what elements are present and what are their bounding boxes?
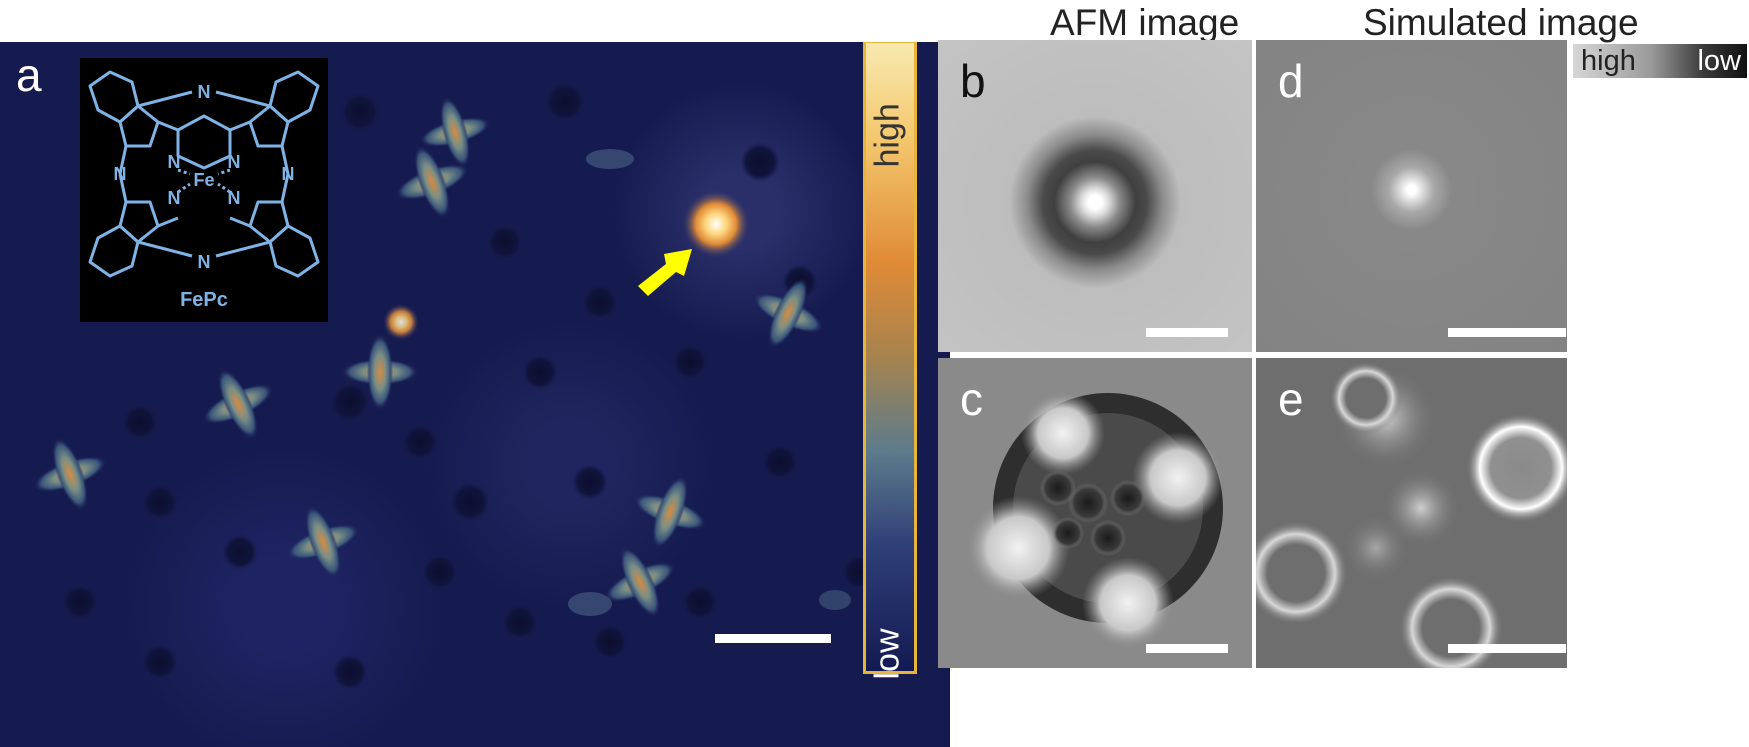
panel-a-afm-overview: N N N N N N N N Fe FePc a high low [0,42,950,747]
molecule-cross [753,278,823,348]
molecule-name: FePc [180,289,228,311]
n-label: N [168,152,181,172]
n-label: N [114,164,127,184]
grayscale-legend: high low [1573,44,1747,78]
molecule-cross [634,476,706,548]
panel-b-scale-bar [1146,328,1228,337]
afm-column-header: AFM image [1050,2,1240,43]
panel-d-simulated-single: d [1256,40,1567,352]
n-label: N [198,252,211,272]
grayscale-low-label: low [1697,45,1741,77]
yellow-arrow-icon [638,249,692,296]
n-label: N [228,152,241,172]
molecule-cross [605,547,675,617]
panel-e-scale-bar [1448,644,1566,653]
panel-c-label: c [960,373,983,425]
molecule-cross [34,438,106,510]
fe-atom-label: Fe [193,170,214,190]
panel-c-scale-bar [1146,644,1228,653]
n-label: N [282,164,295,184]
n-label: N [198,82,211,102]
molecule-cross [287,506,359,578]
bright-feature [682,190,750,258]
panel-a-label: a [16,49,42,101]
surface-blob [586,149,634,169]
molecule-cross [420,97,490,167]
panel-e-label: e [1278,373,1304,425]
molecule-cross [342,334,418,410]
fepc-structure-icon: N N N N N N N N Fe FePc [88,70,320,311]
panel-e-simulated-cluster: e [1256,358,1567,668]
n-label: N [228,188,241,208]
panel-a-scale-bar [715,634,831,643]
colorbar [863,42,917,674]
colorbar-high-label: high [868,103,907,168]
surface-blob [819,590,851,610]
adatom-spot [383,304,419,340]
panel-c-cluster [966,391,1224,649]
grayscale-high-label: high [1581,45,1636,77]
surface-blob [568,592,612,616]
colorbar-low-label: low [868,628,907,680]
panel-b-label: b [960,55,986,107]
fepc-structure-inset: N N N N N N N N Fe FePc [80,58,328,322]
panel-e-cluster [1256,362,1567,668]
molecule-cross [396,146,468,218]
simulated-column-header: Simulated image [1363,2,1639,43]
panel-d-label: d [1278,55,1304,107]
n-label: N [168,188,181,208]
panel-b-afm-single: b [938,40,1252,352]
panel-c-afm-cluster: c [938,358,1252,668]
molecule-cross [203,369,273,439]
panel-d-scale-bar [1448,328,1566,337]
